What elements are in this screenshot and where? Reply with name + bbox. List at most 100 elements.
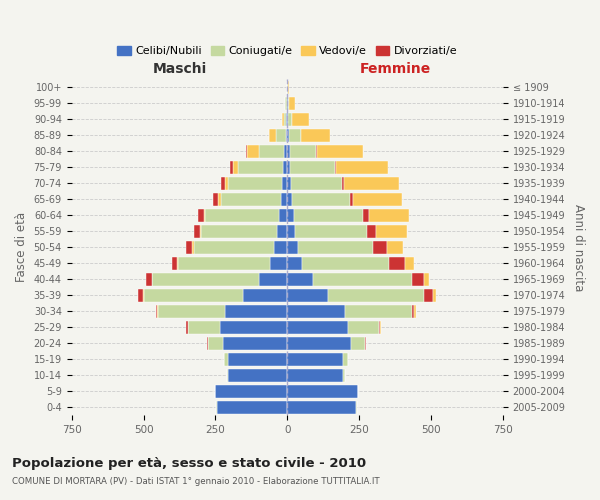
Bar bbox=[287, 113, 288, 126]
Bar bbox=[365, 337, 366, 350]
Bar bbox=[225, 177, 229, 190]
Bar bbox=[283, 161, 287, 174]
Bar bbox=[389, 257, 405, 270]
Bar bbox=[274, 241, 287, 254]
Bar bbox=[380, 321, 381, 334]
Bar bbox=[172, 257, 177, 270]
Bar bbox=[288, 81, 289, 94]
Bar bbox=[281, 177, 287, 190]
Bar bbox=[302, 257, 389, 270]
Bar bbox=[247, 145, 259, 158]
Bar bbox=[405, 257, 415, 270]
Bar bbox=[291, 177, 342, 190]
Bar bbox=[229, 177, 281, 190]
Bar bbox=[287, 368, 343, 382]
Bar bbox=[243, 289, 287, 302]
Bar bbox=[208, 337, 223, 350]
Bar bbox=[287, 384, 358, 398]
Bar bbox=[287, 337, 350, 350]
Bar bbox=[218, 193, 221, 206]
Bar bbox=[295, 225, 367, 238]
Bar bbox=[143, 289, 243, 302]
Bar bbox=[138, 289, 143, 302]
Bar bbox=[246, 145, 247, 158]
Bar bbox=[229, 353, 287, 366]
Bar bbox=[285, 97, 287, 110]
Bar bbox=[287, 273, 313, 286]
Bar bbox=[276, 129, 286, 142]
Bar bbox=[345, 305, 412, 318]
Bar bbox=[278, 209, 287, 222]
Bar bbox=[221, 193, 281, 206]
Bar bbox=[286, 113, 287, 126]
Bar bbox=[269, 129, 276, 142]
Bar bbox=[205, 209, 278, 222]
Bar bbox=[287, 241, 298, 254]
Bar bbox=[287, 400, 356, 414]
Bar bbox=[223, 337, 287, 350]
Bar bbox=[373, 241, 387, 254]
Bar bbox=[281, 193, 287, 206]
Bar bbox=[335, 161, 336, 174]
Bar bbox=[367, 225, 376, 238]
Bar bbox=[342, 177, 344, 190]
Text: Popolazione per età, sesso e stato civile - 2010: Popolazione per età, sesso e stato civil… bbox=[12, 458, 366, 470]
Bar bbox=[317, 145, 362, 158]
Bar bbox=[270, 257, 287, 270]
Bar bbox=[287, 257, 302, 270]
Bar bbox=[287, 161, 290, 174]
Bar bbox=[344, 177, 400, 190]
Bar bbox=[295, 209, 363, 222]
Bar bbox=[215, 384, 287, 398]
Bar bbox=[424, 273, 429, 286]
Bar bbox=[415, 305, 416, 318]
Bar bbox=[194, 241, 274, 254]
Bar bbox=[194, 225, 200, 238]
Bar bbox=[230, 161, 233, 174]
Bar bbox=[229, 368, 287, 382]
Bar bbox=[301, 129, 329, 142]
Bar bbox=[313, 273, 412, 286]
Bar bbox=[207, 337, 208, 350]
Bar bbox=[224, 353, 229, 366]
Bar bbox=[412, 305, 415, 318]
Bar bbox=[424, 289, 433, 302]
Bar bbox=[289, 97, 295, 110]
Bar bbox=[376, 225, 407, 238]
Bar bbox=[197, 209, 204, 222]
Bar bbox=[178, 257, 270, 270]
Bar bbox=[350, 193, 353, 206]
Bar bbox=[282, 113, 284, 126]
Bar bbox=[343, 368, 345, 382]
Bar bbox=[343, 353, 347, 366]
Bar bbox=[204, 209, 205, 222]
Bar bbox=[292, 193, 350, 206]
Text: Maschi: Maschi bbox=[152, 62, 206, 76]
Bar bbox=[287, 209, 295, 222]
Bar bbox=[350, 337, 365, 350]
Bar bbox=[287, 193, 292, 206]
Bar bbox=[328, 289, 424, 302]
Bar bbox=[290, 145, 316, 158]
Bar bbox=[412, 273, 424, 286]
Bar bbox=[146, 273, 152, 286]
Bar bbox=[238, 161, 283, 174]
Bar bbox=[186, 321, 188, 334]
Y-axis label: Anni di nascita: Anni di nascita bbox=[572, 204, 585, 291]
Text: COMUNE DI MORTARA (PV) - Dati ISTAT 1° gennaio 2010 - Elaborazione TUTTITALIA.IT: COMUNE DI MORTARA (PV) - Dati ISTAT 1° g… bbox=[12, 478, 380, 486]
Bar bbox=[233, 161, 238, 174]
Bar bbox=[298, 241, 373, 254]
Bar bbox=[353, 193, 402, 206]
Bar bbox=[336, 161, 388, 174]
Bar bbox=[387, 241, 403, 254]
Bar bbox=[186, 241, 193, 254]
Y-axis label: Fasce di età: Fasce di età bbox=[15, 212, 28, 282]
Bar bbox=[217, 400, 287, 414]
Text: Femmine: Femmine bbox=[359, 62, 431, 76]
Bar bbox=[220, 321, 287, 334]
Bar bbox=[379, 321, 380, 334]
Bar bbox=[287, 353, 343, 366]
Bar bbox=[201, 225, 277, 238]
Bar bbox=[363, 209, 369, 222]
Bar bbox=[287, 177, 291, 190]
